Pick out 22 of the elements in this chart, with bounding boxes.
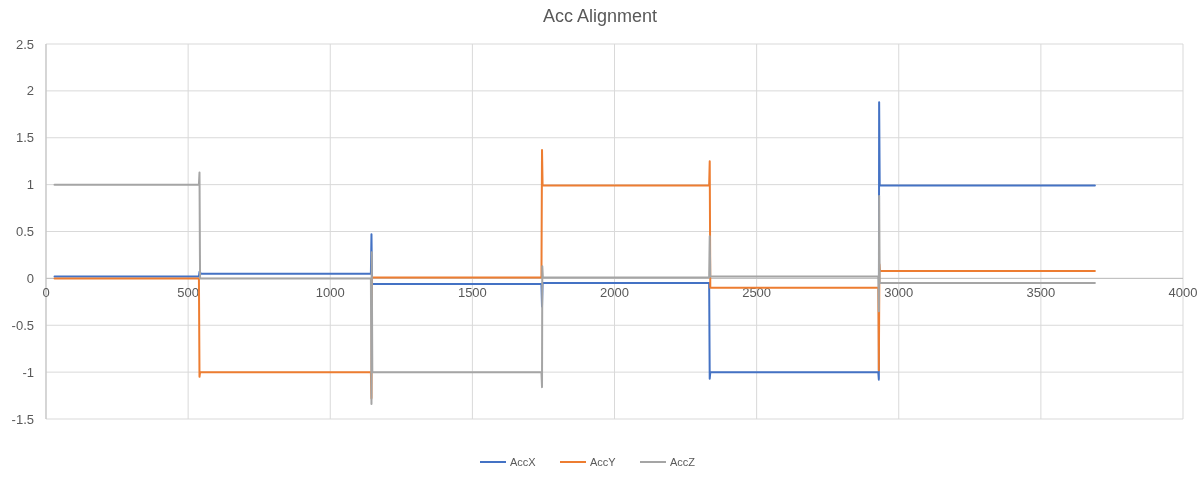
- x-tick-label: 3000: [884, 285, 914, 301]
- x-tick-label: 2500: [742, 285, 772, 301]
- y-tick-label: 2.5: [15, 36, 34, 52]
- legend-label: AccY: [590, 455, 617, 468]
- x-tick-label: 2000: [600, 285, 629, 301]
- y-tick-label: -1: [22, 364, 34, 380]
- legend-label: AccZ: [670, 455, 696, 468]
- y-tick-label: -1.5: [11, 411, 34, 427]
- y-tick-label: 2: [26, 83, 34, 99]
- y-tick-label: 1.5: [15, 130, 34, 146]
- x-tick-label: 500: [177, 285, 199, 301]
- x-tick-label: 1500: [457, 285, 487, 301]
- y-tick-label: 0.5: [15, 224, 34, 240]
- chart-title: Acc Alignment: [542, 6, 658, 26]
- y-tick-label: 0: [26, 270, 34, 286]
- x-tick-label: 0: [42, 285, 50, 301]
- y-tick-label: 1: [26, 177, 34, 193]
- x-tick-label: 1000: [315, 285, 345, 301]
- x-tick-label: 3500: [1026, 285, 1056, 301]
- x-tick-label: 4000: [1168, 285, 1198, 301]
- legend-label: AccX: [510, 455, 537, 468]
- y-tick-label: -0.5: [11, 317, 34, 333]
